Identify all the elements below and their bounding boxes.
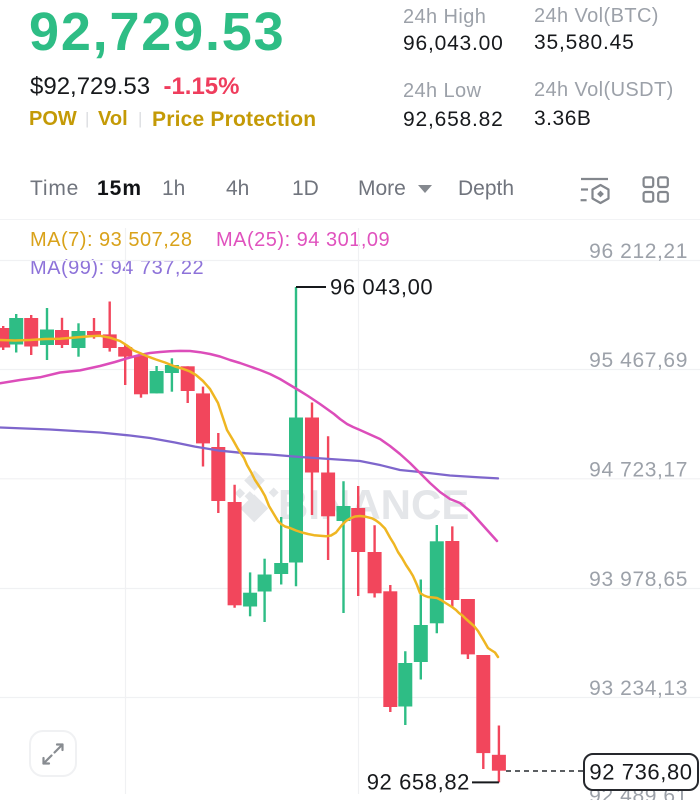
svg-text:96 212,21: 96 212,21 — [589, 240, 688, 263]
svg-text:BINANCE: BINANCE — [278, 481, 469, 528]
svg-text:94 723,17: 94 723,17 — [589, 458, 688, 481]
svg-text:93 978,65: 93 978,65 — [589, 568, 688, 591]
svg-text:95 467,69: 95 467,69 — [589, 349, 688, 372]
svg-text:96 043,00: 96 043,00 — [330, 275, 433, 300]
svg-text:92 736,80: 92 736,80 — [589, 760, 692, 785]
svg-text:92 658,82: 92 658,82 — [367, 770, 470, 795]
svg-text:93 234,13: 93 234,13 — [589, 677, 688, 700]
